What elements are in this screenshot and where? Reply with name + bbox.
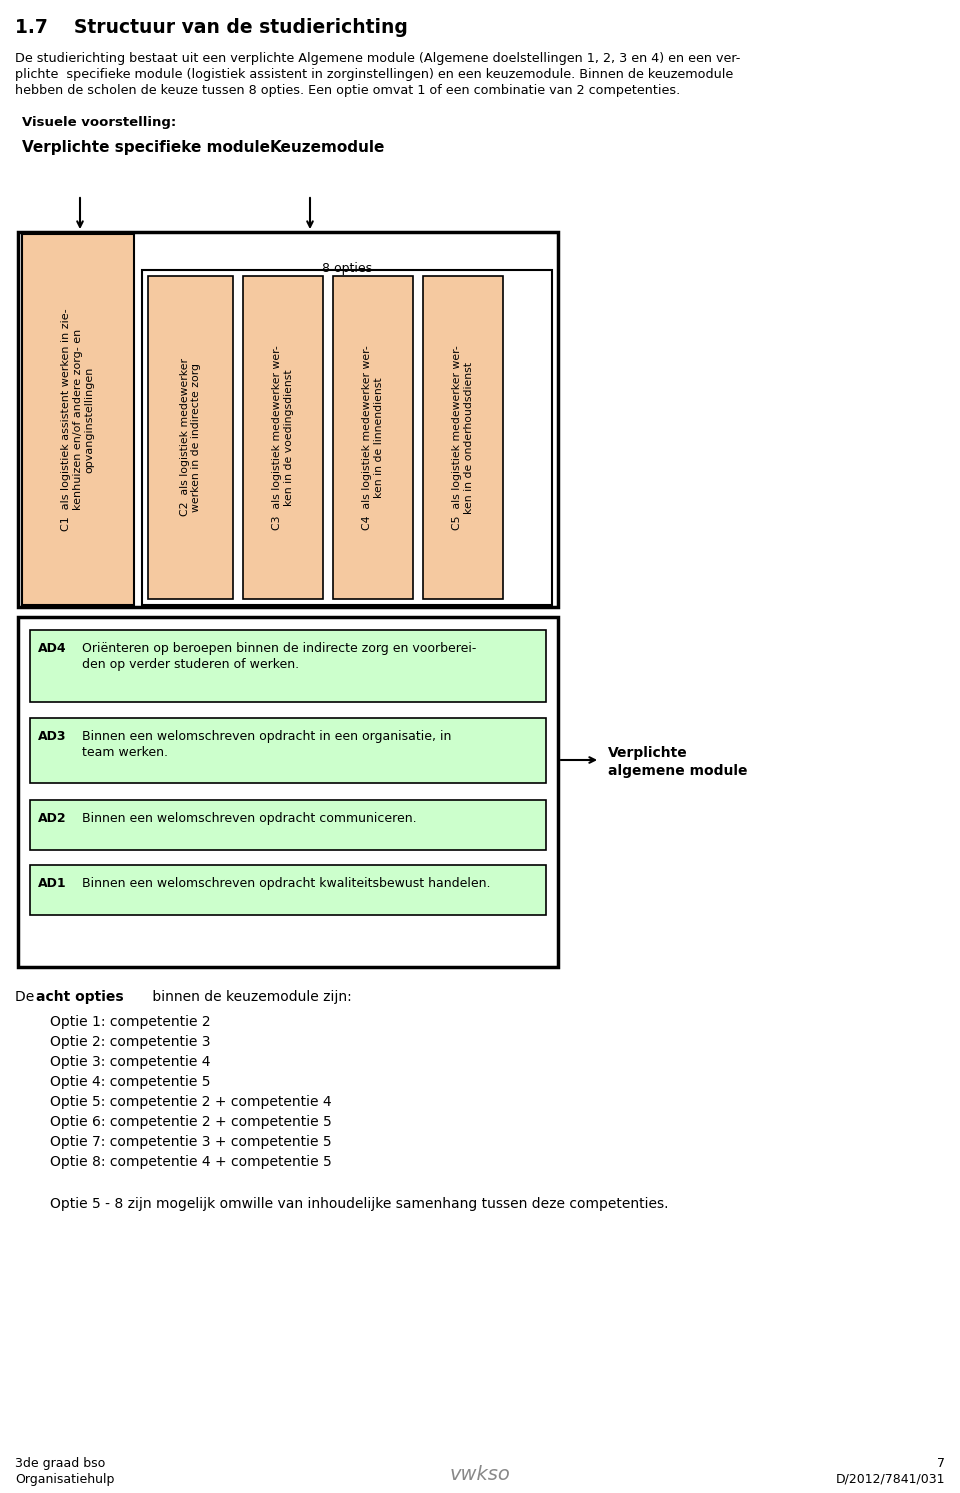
Bar <box>148 276 233 599</box>
Text: binnen de keuzemodule zijn:: binnen de keuzemodule zijn: <box>148 990 351 1003</box>
Bar <box>18 231 558 608</box>
Text: Optie 5 - 8 zijn mogelijk omwille van inhoudelijke samenhang tussen deze compete: Optie 5 - 8 zijn mogelijk omwille van in… <box>50 1197 668 1211</box>
Text: plichte  specifieke module (logistiek assistent in zorginstellingen) en een keuz: plichte specifieke module (logistiek ass… <box>15 69 733 81</box>
Bar <box>30 718 546 782</box>
Text: Verplichte: Verplichte <box>608 746 687 760</box>
Text: acht opties: acht opties <box>36 990 124 1003</box>
Text: team werken.: team werken. <box>82 746 168 758</box>
Text: 3de graad bso: 3de graad bso <box>15 1457 106 1471</box>
Text: den op verder studeren of werken.: den op verder studeren of werken. <box>82 658 300 670</box>
Bar <box>22 234 134 605</box>
Text: Binnen een welomschreven opdracht in een organisatie, in: Binnen een welomschreven opdracht in een… <box>82 730 451 744</box>
Text: Optie 1: competentie 2: Optie 1: competentie 2 <box>50 1015 210 1029</box>
Text: Oriënteren op beroepen binnen de indirecte zorg en voorberei-: Oriënteren op beroepen binnen de indirec… <box>82 642 476 655</box>
Text: C1  als logistiek assistent werken in zie-
kenhuizen en/of andere zorg- en
opvan: C1 als logistiek assistent werken in zie… <box>61 308 95 532</box>
Text: C3  als logistiek medewerker wer-
ken in de voedingsdienst: C3 als logistiek medewerker wer- ken in … <box>273 345 294 530</box>
Text: algemene module: algemene module <box>608 764 748 778</box>
Text: hebben de scholen de keuze tussen 8 opties. Een optie omvat 1 of een combinatie : hebben de scholen de keuze tussen 8 opti… <box>15 84 681 97</box>
Text: Optie 4: competentie 5: Optie 4: competentie 5 <box>50 1075 210 1088</box>
Text: vwkso: vwkso <box>449 1465 511 1484</box>
Text: De studierichting bestaat uit een verplichte Algemene module (Algemene doelstell: De studierichting bestaat uit een verpli… <box>15 52 740 66</box>
Text: Keuzemodule: Keuzemodule <box>270 140 385 155</box>
Bar <box>243 276 323 599</box>
Text: AD3: AD3 <box>38 730 66 744</box>
Text: C4  als logistiek medewerker wer-
ken in de linnendienst: C4 als logistiek medewerker wer- ken in … <box>362 345 384 530</box>
Bar <box>30 800 546 850</box>
Bar <box>30 864 546 915</box>
Text: 1.7    Structuur van de studierichting: 1.7 Structuur van de studierichting <box>15 18 408 37</box>
Text: Optie 6: competentie 2 + competentie 5: Optie 6: competentie 2 + competentie 5 <box>50 1115 332 1129</box>
Text: AD1: AD1 <box>38 876 66 890</box>
Bar <box>18 617 558 967</box>
Text: AD2: AD2 <box>38 812 66 826</box>
Text: 8 opties: 8 opties <box>322 261 372 275</box>
Text: De: De <box>15 990 38 1003</box>
Bar <box>423 276 503 599</box>
Text: Optie 2: competentie 3: Optie 2: competentie 3 <box>50 1035 210 1050</box>
Text: Optie 5: competentie 2 + competentie 4: Optie 5: competentie 2 + competentie 4 <box>50 1094 331 1109</box>
Bar <box>333 276 413 599</box>
Text: Binnen een welomschreven opdracht kwaliteitsbewust handelen.: Binnen een welomschreven opdracht kwalit… <box>82 876 491 890</box>
Text: C5  als logistiek medewerker wer-
ken in de onderhoudsdienst: C5 als logistiek medewerker wer- ken in … <box>452 345 474 530</box>
Bar <box>142 270 552 605</box>
Text: Visuele voorstelling:: Visuele voorstelling: <box>22 116 177 128</box>
Text: Binnen een welomschreven opdracht communiceren.: Binnen een welomschreven opdracht commun… <box>82 812 417 826</box>
Text: Optie 3: competentie 4: Optie 3: competentie 4 <box>50 1056 210 1069</box>
Text: C2  als logistiek medewerker
werken in de indirecte zorg: C2 als logistiek medewerker werken in de… <box>180 358 202 517</box>
Text: Verplichte specifieke module: Verplichte specifieke module <box>22 140 270 155</box>
Text: Optie 8: competentie 4 + competentie 5: Optie 8: competentie 4 + competentie 5 <box>50 1156 332 1169</box>
Bar <box>30 630 546 702</box>
Text: Organisatiehulp: Organisatiehulp <box>15 1474 114 1486</box>
Text: AD4: AD4 <box>38 642 66 655</box>
Text: D/2012/7841/031: D/2012/7841/031 <box>835 1474 945 1486</box>
Text: Optie 7: competentie 3 + competentie 5: Optie 7: competentie 3 + competentie 5 <box>50 1135 331 1150</box>
Text: 7: 7 <box>937 1457 945 1471</box>
